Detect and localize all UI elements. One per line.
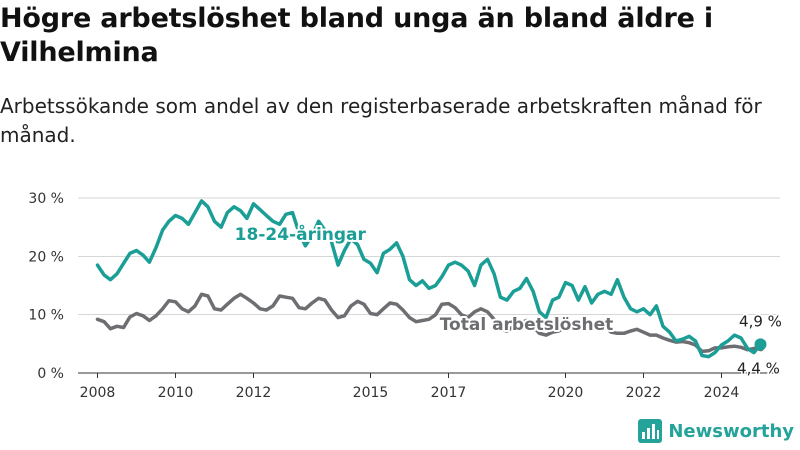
series-label-total: Total arbetslöshet <box>440 315 614 335</box>
x-tick-label: 2012 <box>236 385 272 401</box>
y-tick-label: 10 % <box>28 308 64 324</box>
endpoint-marker-youth <box>754 338 767 351</box>
newsworthy-logo[interactable]: Newsworthy <box>638 418 794 444</box>
x-tick-label: 2010 <box>158 385 194 401</box>
y-axis: 0 % 10 % 20 % 30 % <box>28 191 64 382</box>
x-tick-label: 2020 <box>548 385 584 401</box>
y-tick-label: 30 % <box>28 191 64 207</box>
bar-chart-logo-icon <box>638 419 663 443</box>
series-line-youth <box>95 199 763 359</box>
series-label-youth: 18-24-åringar <box>235 223 367 245</box>
logo-text: Newsworthy <box>668 420 794 442</box>
x-tick-label: 2015 <box>353 385 389 401</box>
end-value-label-total: 4,4 % <box>737 359 780 377</box>
y-tick-label: 0 % <box>37 366 64 382</box>
x-tick-label: 2022 <box>626 385 662 401</box>
chart-title: Högre arbetslöshet bland unga än bland ä… <box>0 3 713 68</box>
line-chart: 0 % 10 % 20 % 30 % 2008 2010 2012 2015 2017 2020… <box>28 191 784 401</box>
series-line-total <box>95 292 763 354</box>
series-labels: 18-24-åringar Total arbetslöshet 4,9 % 4,4 … <box>233 221 784 379</box>
x-tick-label: 2008 <box>80 385 116 401</box>
chart-subtitle: Arbetssökande som andel av den registerb… <box>0 94 762 147</box>
x-tick-label: 2017 <box>431 385 467 401</box>
y-tick-label: 20 % <box>28 249 64 265</box>
series-lines <box>95 199 767 359</box>
x-tick-label: 2024 <box>704 385 740 401</box>
gridlines <box>78 197 780 316</box>
x-axis: 2008 2010 2012 2015 2017 2020 2022 2024 <box>78 372 780 401</box>
end-value-label-youth: 4,9 % <box>739 312 782 330</box>
